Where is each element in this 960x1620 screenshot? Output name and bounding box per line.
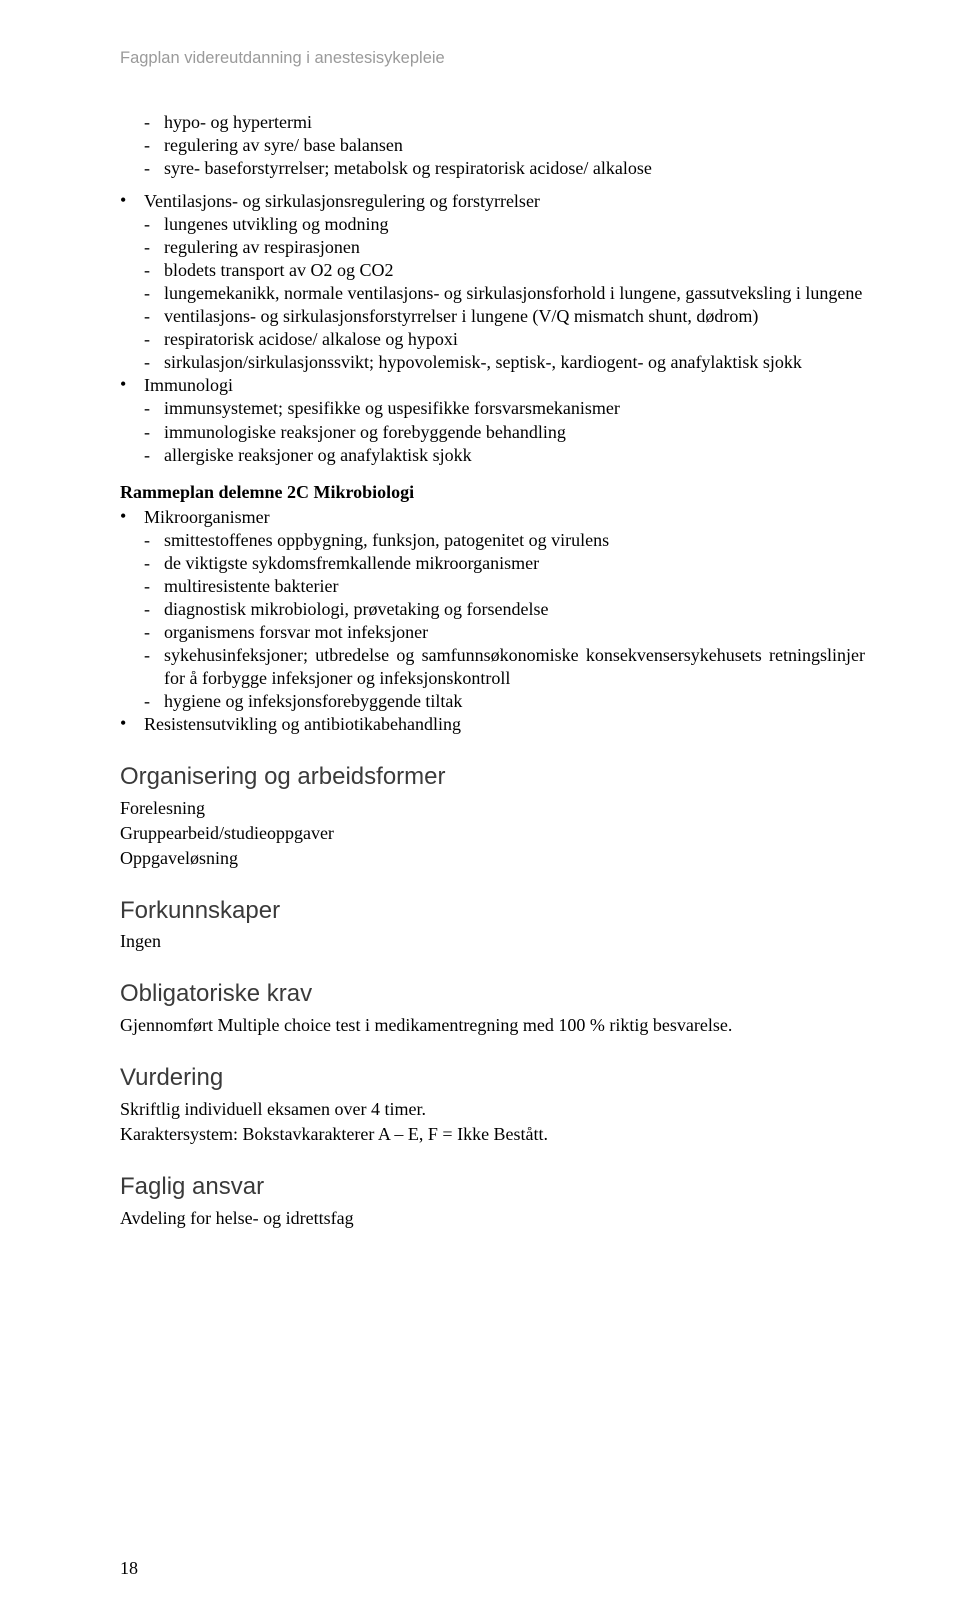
bullet-label: Immunologi [144, 374, 865, 397]
section-heading-organisering: Organisering og arbeidsformer [120, 762, 865, 793]
body-text: Oppgaveløsning [120, 847, 865, 870]
page-container: Fagplan videreutdanning i anestesisykepl… [0, 0, 960, 1620]
list-item: multiresistente bakterier [144, 575, 865, 598]
bullet-label: Mikroorganismer [144, 506, 865, 529]
list-item: respiratorisk acidose/ alkalose og hypox… [144, 328, 865, 351]
list-item: immunologiske reaksjoner og forebyggende… [144, 421, 865, 444]
running-header: Fagplan videreutdanning i anestesisykepl… [120, 48, 865, 69]
list-item: hygiene og infeksjonsforebyggende tiltak [144, 690, 865, 713]
bullet-item-ventilasjon: Ventilasjons- og sirkulasjonsregulering … [120, 190, 865, 374]
bullet-group-2: Mikroorganismer smittestoffenes oppbygni… [120, 506, 865, 736]
bullet-item-mikroorganismer: Mikroorganismer smittestoffenes oppbygni… [120, 506, 865, 713]
body-text: Avdeling for helse- og idrettsfag [120, 1207, 865, 1230]
section-heading-faglig: Faglig ansvar [120, 1172, 865, 1203]
bullet-label: Resistensutvikling og antibiotikabehandl… [144, 713, 865, 736]
list-item: organismens forsvar mot infeksjoner [144, 621, 865, 644]
sub-list: immunsystemet; spesifikke og uspesifikke… [144, 397, 865, 466]
list-item: de viktigste sykdomsfremkallende mikroor… [144, 552, 865, 575]
sub-list: smittestoffenes oppbygning, funksjon, pa… [144, 529, 865, 713]
rammeplan-heading: Rammeplan delemne 2C Mikrobiologi [120, 481, 865, 504]
list-item: regulering av respirasjonen [144, 236, 865, 259]
section-heading-forkunnskaper: Forkunnskaper [120, 896, 865, 927]
list-item: blodets transport av O2 og CO2 [144, 259, 865, 282]
list-item: ventilasjons- og sirkulasjonsforstyrrels… [144, 305, 865, 328]
body-text: Gruppearbeid/studieoppgaver [120, 822, 865, 845]
list-item: sirkulasjon/sirkulasjonssvikt; hypovolem… [144, 351, 865, 374]
body-text: Gjennomført Multiple choice test i medik… [120, 1014, 865, 1037]
list-item: diagnostisk mikrobiologi, prøvetaking og… [144, 598, 865, 621]
list-item: syre- baseforstyrrelser; metabolsk og re… [120, 157, 865, 180]
bullet-item-resistens: Resistensutvikling og antibiotikabehandl… [120, 713, 865, 736]
section-heading-obligatoriske: Obligatoriske krav [120, 979, 865, 1010]
body-text: Skriftlig individuell eksamen over 4 tim… [120, 1098, 865, 1121]
section-heading-vurdering: Vurdering [120, 1063, 865, 1094]
list-item: lungenes utvikling og modning [144, 213, 865, 236]
intro-dash-list: hypo- og hypertermi regulering av syre/ … [120, 111, 865, 180]
list-item: allergiske reaksjoner og anafylaktisk sj… [144, 444, 865, 467]
bullet-label: Ventilasjons- og sirkulasjonsregulering … [144, 190, 865, 213]
list-item: smittestoffenes oppbygning, funksjon, pa… [144, 529, 865, 552]
bullet-item-immunologi: Immunologi immunsystemet; spesifikke og … [120, 374, 865, 466]
list-item: regulering av syre/ base balansen [120, 134, 865, 157]
list-item: lungemekanikk, normale ventilasjons- og … [144, 282, 865, 305]
list-item: immunsystemet; spesifikke og uspesifikke… [144, 397, 865, 420]
sub-list: lungenes utvikling og modning regulering… [144, 213, 865, 374]
body-text: Forelesning [120, 797, 865, 820]
body-text: Ingen [120, 930, 865, 953]
body-text: Karaktersystem: Bokstavkarakterer A – E,… [120, 1123, 865, 1146]
list-item: sykehusinfeksjoner; utbredelse og samfun… [144, 644, 865, 690]
bullet-group-1: Ventilasjons- og sirkulasjonsregulering … [120, 190, 865, 466]
page-number: 18 [120, 1557, 138, 1580]
list-item: hypo- og hypertermi [120, 111, 865, 134]
